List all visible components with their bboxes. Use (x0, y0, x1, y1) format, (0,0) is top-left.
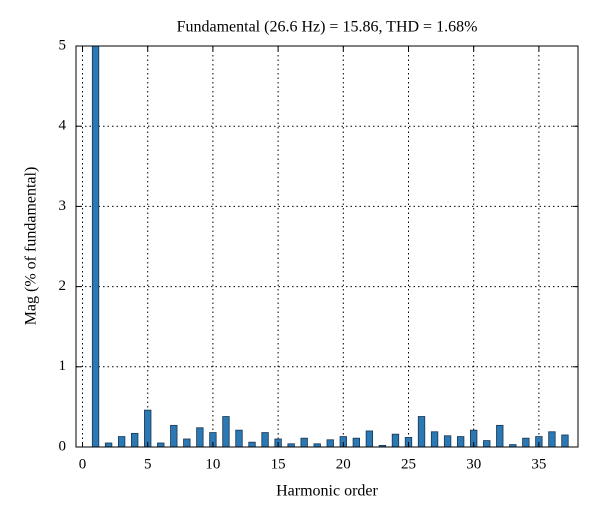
bar (522, 437, 530, 447)
bar (183, 438, 191, 447)
x-tick-label: 25 (401, 456, 416, 472)
bar (365, 430, 374, 447)
bar (443, 435, 452, 447)
bars (91, 46, 569, 447)
x-tick-label: 15 (271, 456, 286, 472)
y-axis-label: Mag (% of fundamental) (23, 167, 40, 326)
bar (352, 437, 360, 447)
x-axis-label: Harmonic order (276, 483, 378, 500)
x-tick-label: 20 (336, 456, 351, 472)
y-tick-label: 5 (59, 37, 67, 53)
bar (430, 431, 439, 447)
y-tick-label: 3 (59, 198, 67, 214)
plot-frame (75, 45, 579, 448)
bar (391, 433, 400, 447)
bar (300, 437, 308, 447)
x-tick-label: 0 (79, 456, 87, 472)
bar (248, 441, 256, 447)
y-tick-label: 0 (59, 438, 67, 454)
bar (222, 416, 230, 447)
bar (326, 439, 334, 447)
bar (417, 416, 426, 447)
bar (261, 432, 269, 447)
bar (131, 432, 139, 447)
bar (235, 429, 243, 447)
bar (535, 436, 543, 447)
y-tick-label: 4 (59, 118, 67, 134)
bar (496, 424, 504, 447)
bar (561, 434, 569, 447)
bar (117, 436, 126, 447)
bar (548, 431, 556, 447)
bar (196, 427, 204, 447)
bar (483, 440, 491, 447)
chart-title: Fundamental (26.6 Hz) = 15.86, THD = 1.6… (177, 19, 478, 36)
x-tick-label: 10 (205, 456, 220, 472)
x-tick-label: 5 (144, 456, 152, 472)
bar (104, 442, 113, 447)
bar (144, 409, 152, 447)
bar (456, 436, 465, 447)
y-tick-label: 2 (59, 278, 67, 294)
grid (76, 45, 578, 448)
x-tick-label: 35 (531, 456, 546, 472)
bar (157, 442, 165, 447)
bar (91, 46, 100, 447)
x-tick-label: 30 (466, 456, 481, 472)
y-tick-label: 1 (59, 358, 67, 374)
bar (339, 436, 347, 447)
bar (170, 424, 178, 447)
